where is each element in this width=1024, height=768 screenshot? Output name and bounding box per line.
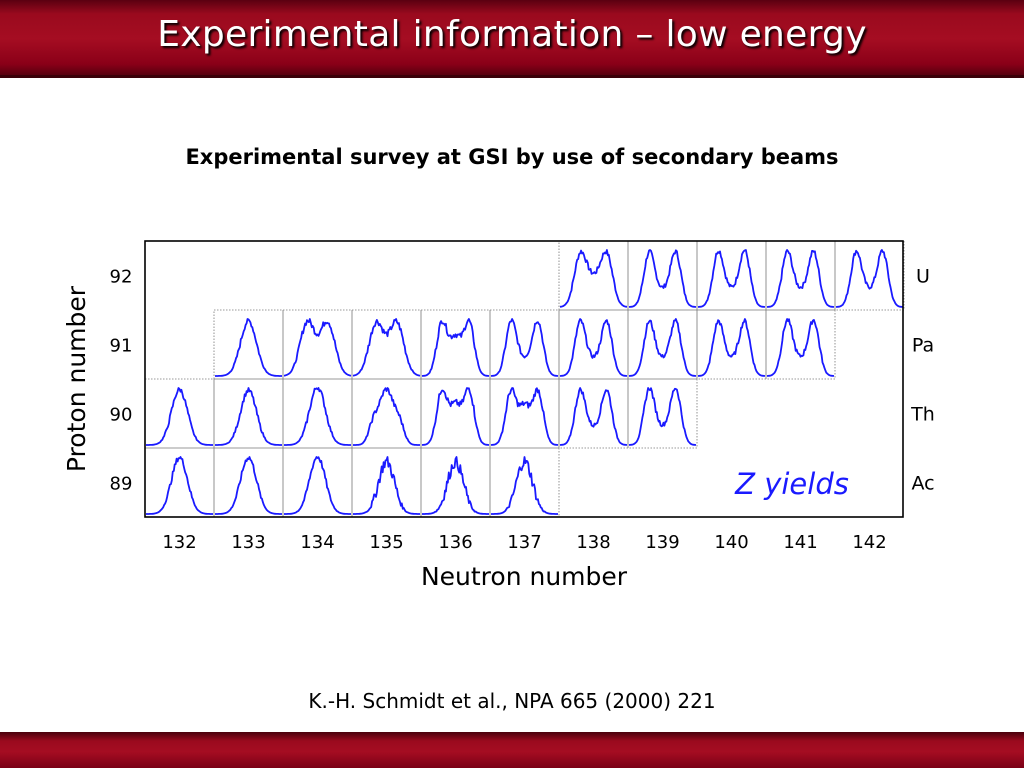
- z-yields-annotation: Z yields: [734, 467, 849, 501]
- z-yield-curve-z91-n136: [421, 318, 490, 377]
- x-tick-label: 136: [438, 532, 472, 553]
- z-yield-curve-z90-n138: [559, 387, 628, 446]
- z-yield-curve-z92-n139: [628, 249, 697, 308]
- z-yield-curve-z90-n139: [628, 387, 697, 446]
- ticks-layer: 132 133 134 135 136 137 138 139 140 141 142 92 U 91 Pa…: [110, 266, 935, 554]
- z-yield-curve-z90-n132: [146, 387, 213, 446]
- cell-frame-z90-n139: [627, 378, 698, 449]
- z-yield-curve-z91-n140: [697, 318, 766, 377]
- x-tick-label: 133: [231, 532, 265, 553]
- x-tick-label: 140: [714, 532, 748, 553]
- z-yield-curve-z89-n136: [422, 456, 489, 515]
- z-yield-curve-z91-n141: [766, 318, 835, 377]
- x-tick-label: 132: [162, 532, 196, 553]
- slide-subtitle: Experimental survey at GSI by use of sec…: [185, 145, 839, 169]
- z-yield-curve-z89-n135: [353, 456, 420, 515]
- slide-title: Experimental information – low energy: [157, 14, 867, 55]
- x-tick-label: 139: [645, 532, 679, 553]
- element-label: Ac: [911, 473, 934, 495]
- z-yield-curve-z92-n141: [766, 249, 835, 308]
- y-tick-label: 92: [110, 267, 133, 288]
- element-label: U: [916, 266, 930, 288]
- z-yield-curve-z91-n137: [490, 318, 559, 377]
- x-tick-label: 138: [576, 532, 610, 553]
- z-yield-curve-z91-n134: [283, 318, 352, 377]
- plot-frame: [144, 240, 904, 518]
- z-yield-curve-z92-n140: [697, 249, 766, 308]
- element-label: Th: [910, 404, 935, 426]
- x-tick-label: 142: [852, 532, 886, 553]
- x-tick-label: 141: [783, 532, 817, 553]
- z-yield-curve-z90-n134: [284, 387, 351, 446]
- y-tick-label: 91: [110, 336, 133, 357]
- x-tick-label: 134: [300, 532, 334, 553]
- element-label: Pa: [912, 335, 934, 357]
- x-tick-label: 135: [369, 532, 403, 553]
- z-yield-curve-z91-n135: [352, 318, 421, 377]
- z-yield-curve-z91-n138: [559, 318, 628, 377]
- y-axis-label: Proton number: [62, 285, 91, 472]
- z-yield-curve-z89-n137: [491, 456, 558, 515]
- z-yield-curve-z89-n133: [215, 456, 282, 515]
- y-tick-label: 90: [110, 405, 133, 426]
- y-tick-label: 89: [110, 474, 133, 495]
- z-yield-curve-z90-n136: [421, 387, 490, 446]
- bottom-bar: [0, 732, 1024, 768]
- z-yield-curve-z89-n134: [284, 456, 351, 515]
- z-yield-curve-z90-n135: [353, 387, 420, 446]
- title-bar: Experimental information – low energy: [0, 0, 1024, 78]
- citation: K.-H. Schmidt et al., NPA 665 (2000) 221: [308, 689, 716, 713]
- x-tick-label: 137: [507, 532, 541, 553]
- z-yield-curve-z89-n132: [146, 456, 213, 515]
- z-yield-curve-z90-n137: [490, 387, 559, 446]
- z-yield-curve-z91-n139: [628, 318, 697, 377]
- z-yield-curve-z91-n133: [215, 318, 282, 377]
- z-yield-curve-z90-n133: [215, 387, 282, 446]
- z-yield-curve-z92-n142: [835, 249, 904, 308]
- x-axis-label: Neutron number: [421, 562, 628, 591]
- cell-frame-z91-n141: [765, 309, 836, 380]
- z-yield-curve-z92-n138: [559, 249, 628, 308]
